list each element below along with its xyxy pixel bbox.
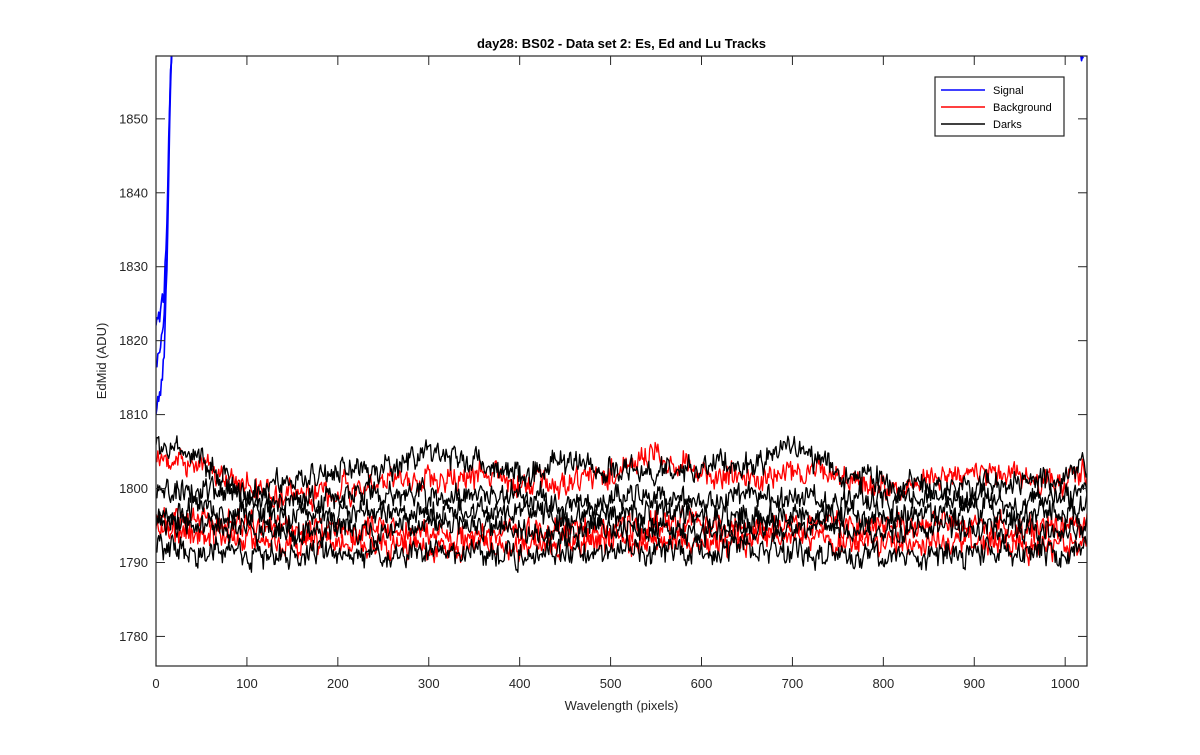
x-axis-label: Wavelength (pixels) — [565, 698, 679, 713]
darks-series-line — [156, 532, 1087, 573]
x-tick-label: 600 — [691, 676, 713, 691]
x-tick-label: 100 — [236, 676, 258, 691]
tick-layer: 0 100 200 300 400 500 600 700 800 900 1000 1780 1790… — [119, 56, 1087, 691]
y-tick-label: 1790 — [119, 555, 148, 570]
legend: Signal Background Darks — [934, 76, 1065, 137]
x-tick-label: 500 — [600, 676, 622, 691]
background-series-line — [156, 441, 1087, 512]
y-tick-label: 1800 — [119, 481, 148, 496]
darks-series-line — [156, 475, 1087, 520]
darks-series-line — [156, 492, 1087, 537]
y-tick-label: 1780 — [119, 629, 148, 644]
x-tick-label: 800 — [872, 676, 894, 691]
x-tick-label: 700 — [782, 676, 804, 691]
chart-title: day28: BS02 - Data set 2: Es, Ed and Lu … — [477, 36, 766, 51]
x-tick-label: 300 — [418, 676, 440, 691]
x-tick-label: 400 — [509, 676, 531, 691]
series-layer — [156, 56, 1087, 573]
axes-box — [155, 55, 1088, 667]
signal-series-line — [156, 56, 173, 326]
darks-series-line — [156, 508, 1087, 549]
signal-series-line — [1080, 56, 1085, 62]
legend-label-background: Background — [993, 102, 1052, 114]
x-tick-label: 900 — [963, 676, 985, 691]
y-axis-label: EdMid (ADU) — [94, 323, 109, 400]
x-tick-label: 1000 — [1051, 676, 1080, 691]
legend-label-signal: Signal — [993, 85, 1024, 97]
y-tick-label: 1820 — [119, 333, 148, 348]
legend-label-darks: Darks — [993, 119, 1022, 131]
y-tick-label: 1830 — [119, 259, 148, 274]
y-tick-label: 1850 — [119, 111, 148, 126]
plot-area — [156, 56, 1087, 666]
y-tick-label: 1840 — [119, 185, 148, 200]
x-tick-label: 200 — [327, 676, 349, 691]
y-tick-label: 1810 — [119, 407, 148, 422]
x-tick-label: 0 — [152, 676, 159, 691]
